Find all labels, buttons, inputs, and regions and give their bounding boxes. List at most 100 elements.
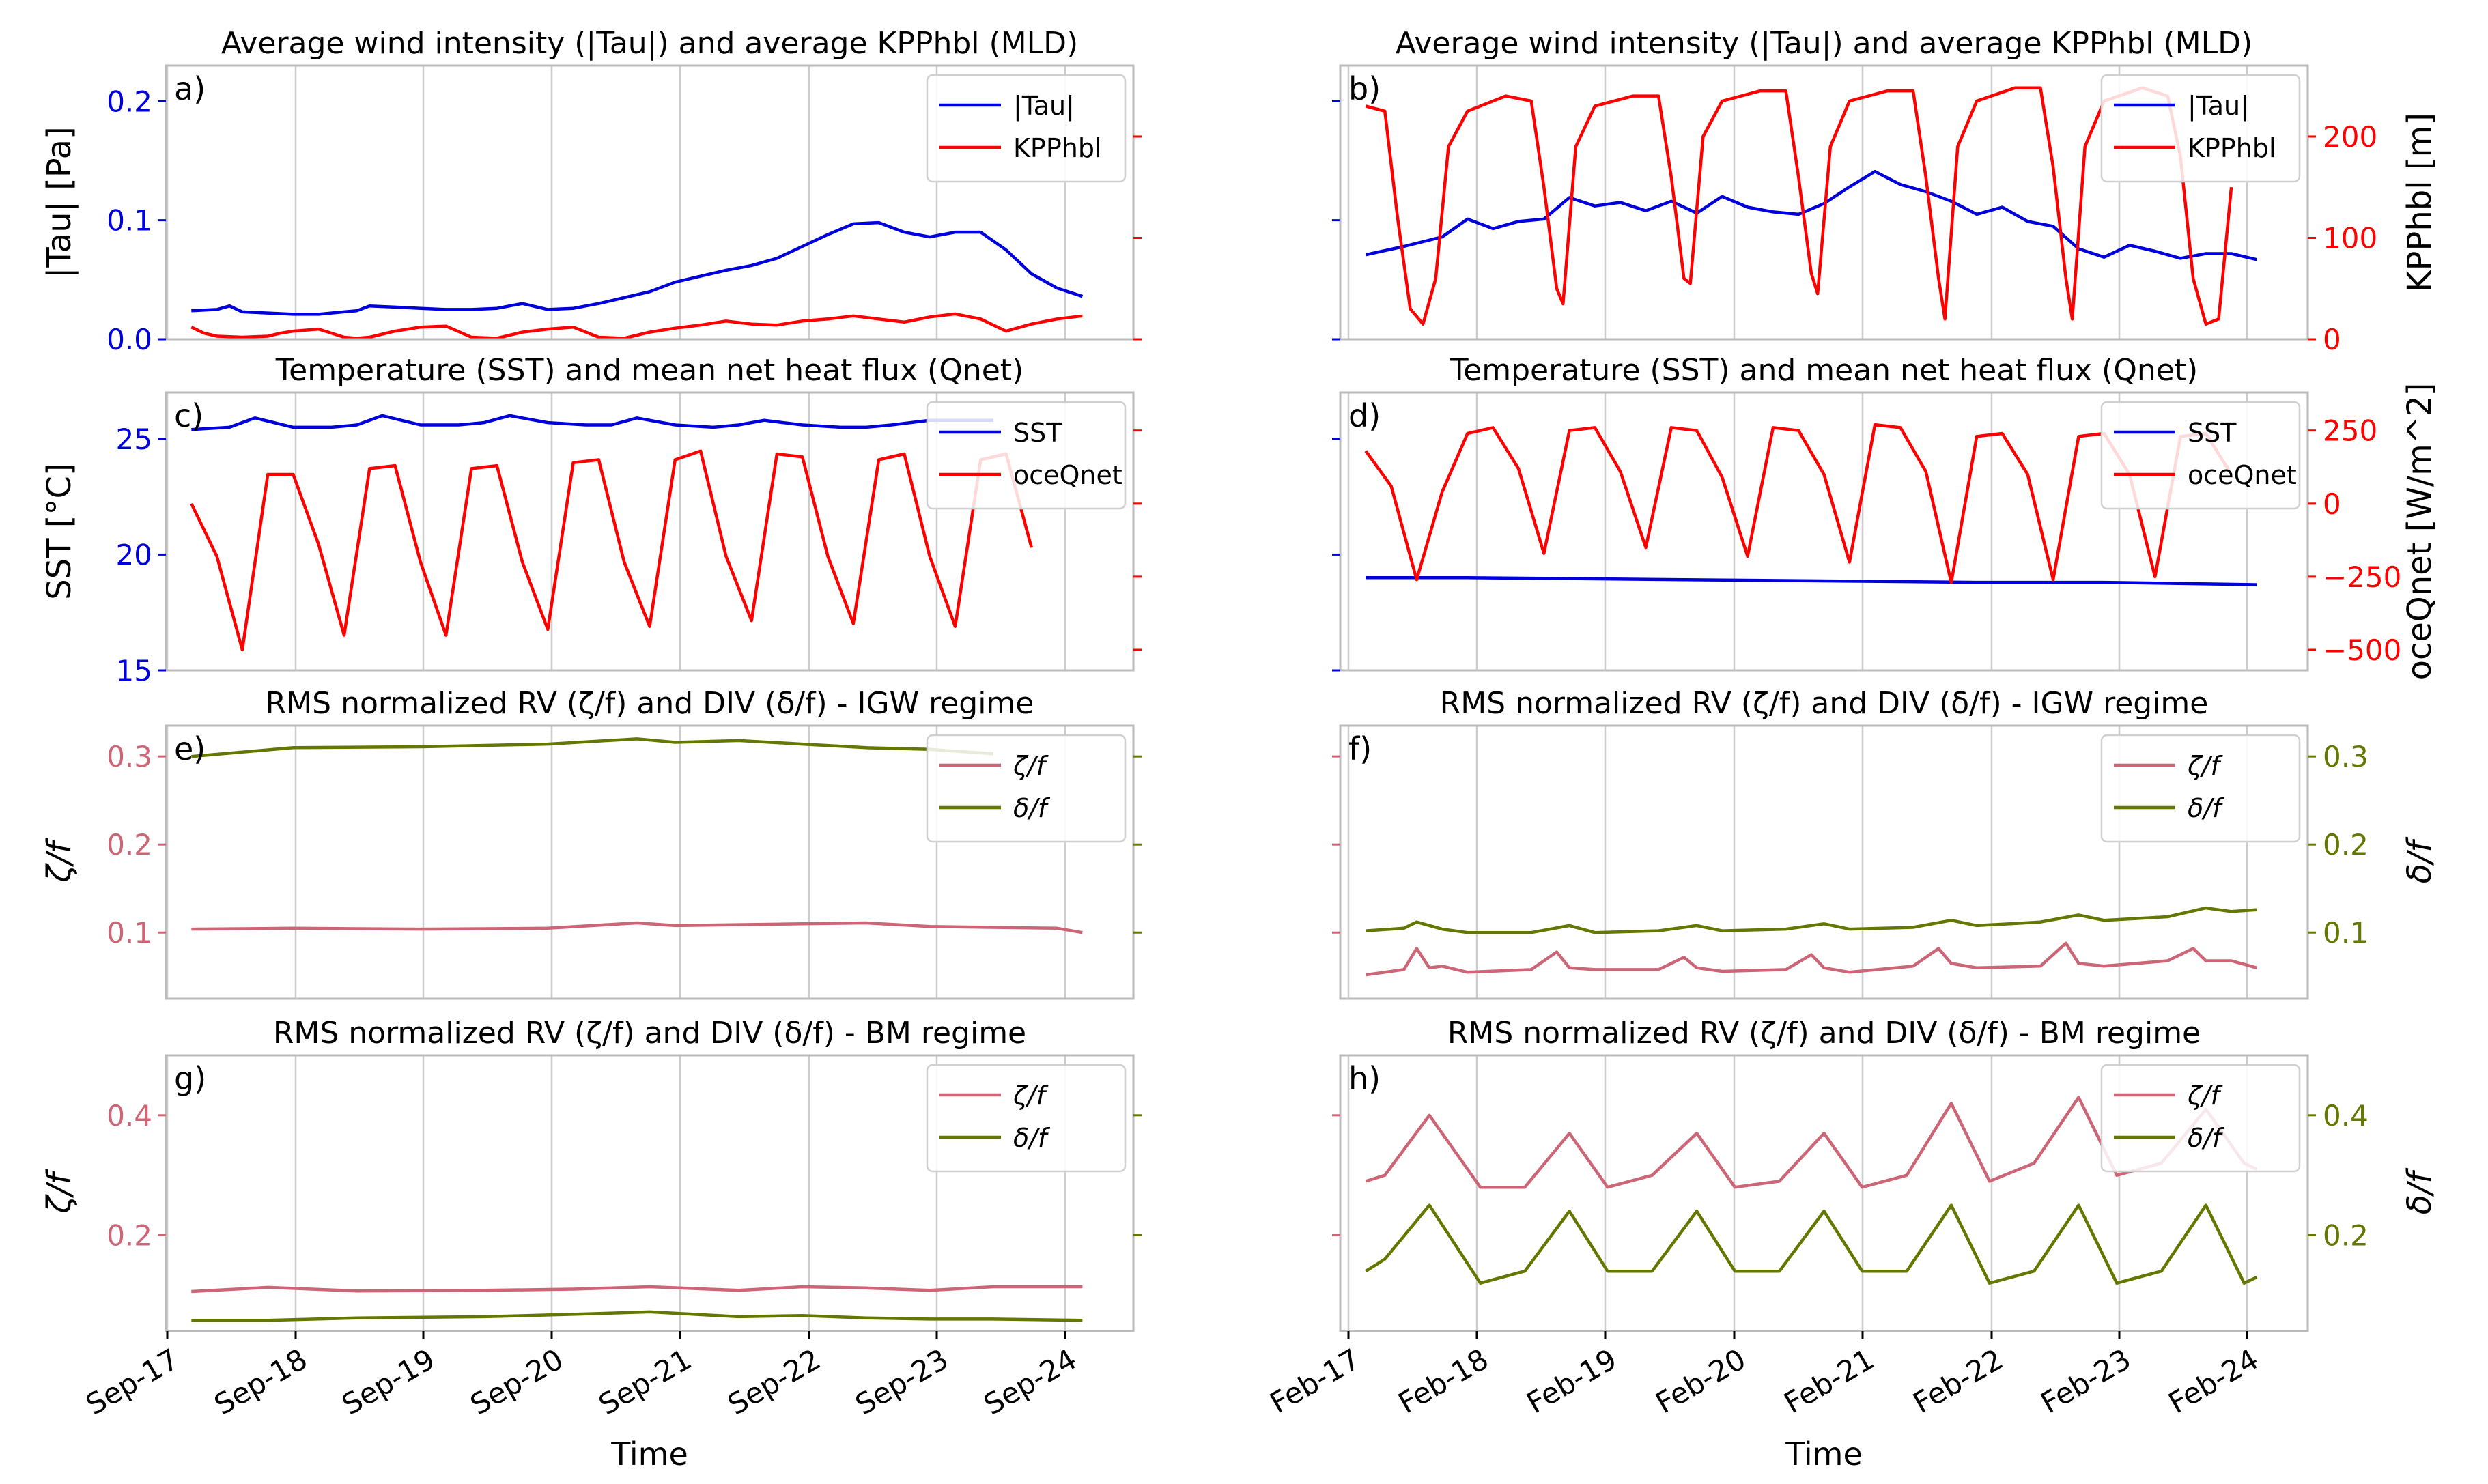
panel-h-legend (2100, 1064, 2301, 1173)
panel-b-series-kpp (1365, 86, 2233, 326)
panel-d-label: d) (1348, 397, 1381, 434)
panel-g-xtick-label: Sep-19 (337, 1342, 440, 1421)
panel-f-legend (2100, 734, 2301, 843)
panel-b-legend (2100, 74, 2301, 183)
panel-a-left-tick-label: 0.2 (107, 85, 152, 118)
panel-h-series-delta (1365, 1203, 2258, 1285)
panel-h-ylabel-right: δ/f (2401, 1168, 2439, 1215)
panel-a-series-kpp (190, 312, 1083, 340)
panel-g-series-zeta (191, 1285, 1083, 1294)
panel-g-title: RMS normalized RV (ζ/f) and DIV (δ/f) - … (273, 1016, 1026, 1051)
panel-f-series-delta (1366, 906, 2257, 934)
panel-c-ylabel-left: SST [°C] (40, 463, 79, 599)
panel-e-left-tick-label: 0.3 (107, 740, 152, 773)
panel-h-legend-label: δ/f (2188, 1123, 2225, 1153)
panel-g-series-delta (191, 1310, 1083, 1322)
panel-h-xlabel: Time (1785, 1436, 1863, 1472)
panel-h-xtick-label: Feb-21 (1779, 1342, 1880, 1420)
panel-e-series-zeta (191, 921, 1083, 934)
panel-a-title: Average wind intensity (|Tau|) and avera… (221, 26, 1078, 61)
panel-a-legend-label: |Tau| (1013, 91, 1075, 122)
panel-h-right-tick-label: 0.2 (2323, 1218, 2369, 1252)
panel-a-legend-label: KPPhbl (1013, 133, 1102, 163)
panel-e-left-tick-label: 0.1 (107, 916, 152, 950)
panel-e-legend-label: ζ/f (1013, 751, 1049, 781)
panel-e-ylabel-left: ζ/f (40, 838, 79, 883)
panel-f-frame (1339, 724, 2309, 1000)
panel-g-xtick-label: Sep-20 (465, 1342, 569, 1421)
panel-g-left-tick-label: 0.2 (107, 1218, 152, 1252)
panel-g-xtick-label: Sep-17 (81, 1342, 184, 1421)
panel-a-left-tick-label: 0.1 (107, 204, 152, 238)
panel-a-ylabel-left: |Tau| [Pa] (40, 126, 79, 278)
panel-g-xtick-label: Sep-23 (850, 1342, 954, 1421)
panel-a-label: a) (174, 70, 206, 107)
panel-c-left-tick-label: 20 (116, 538, 152, 571)
panel-e-legend-label: δ/f (1013, 793, 1051, 823)
panel-g-ylabel-left: ζ/f (40, 1169, 79, 1214)
panel-g-xtick-label: Sep-18 (209, 1342, 313, 1421)
panel-a-left-tick-label: 0.0 (107, 323, 152, 356)
panel-b-right-tick-label: 0 (2323, 323, 2341, 356)
panel-g-legend-label: ζ/f (1013, 1081, 1049, 1111)
panel-h-xtick-label: Feb-23 (2035, 1342, 2136, 1420)
panel-d-right-tick-label: −500 (2323, 633, 2401, 667)
panel-d-right-tick-label: −250 (2323, 560, 2401, 594)
panel-f-ylabel-right: δ/f (2401, 837, 2439, 884)
panel-c-legend (926, 401, 1127, 510)
panel-e-series-delta (191, 737, 994, 758)
panel-a-legend (926, 74, 1127, 183)
panel-c-frame (165, 391, 1135, 672)
panel-d-series-sst (1366, 576, 2257, 586)
panel-d-series-qnet (1364, 423, 2233, 584)
panel-b-ylabel-right: KPPhbl [m] (2401, 113, 2439, 292)
panel-c-label: c) (174, 397, 203, 434)
panel-b-frame (1339, 64, 2309, 341)
panel-d-title: Temperature (SST) and mean net heat flux… (1450, 353, 2198, 388)
panel-e-title: RMS normalized RV (ζ/f) and DIV (δ/f) - … (266, 686, 1034, 721)
panel-d-ylabel-right: oceQnet [W/m^2] (2401, 383, 2439, 681)
panel-b-title: Average wind intensity (|Tau|) and avera… (1396, 26, 2252, 61)
panel-c-legend-label: SST (1013, 418, 1062, 448)
panel-f-right-tick-label: 0.3 (2323, 740, 2369, 773)
panel-b-right-tick-label: 200 (2323, 120, 2377, 154)
panel-g-xtick-label: Sep-22 (722, 1342, 826, 1421)
panel-h-right-tick-label: 0.4 (2323, 1099, 2369, 1132)
panel-a-frame (165, 64, 1135, 341)
panel-f-right-tick-label: 0.2 (2323, 828, 2369, 861)
panel-e-legend (926, 734, 1127, 843)
panel-c-legend-label: oceQnet (1013, 460, 1122, 490)
panel-d-frame (1339, 391, 2309, 672)
panel-g-frame (165, 1054, 1135, 1332)
panel-d-right-tick-label: 0 (2323, 487, 2341, 521)
panel-f-label: f) (1348, 730, 1372, 767)
panel-e-frame (165, 724, 1135, 1000)
panel-d-legend (2100, 401, 2301, 510)
panel-d-right-tick-label: 250 (2323, 414, 2377, 448)
panel-h-label: h) (1348, 1060, 1381, 1097)
panel-g-left-tick-label: 0.4 (107, 1099, 152, 1132)
panel-b-series-tau (1365, 169, 2257, 261)
panel-g-legend (926, 1064, 1127, 1173)
panel-f-legend-label: ζ/f (2187, 751, 2223, 781)
panel-e-left-tick-label: 0.2 (107, 828, 152, 861)
panel-b-label: b) (1348, 70, 1381, 107)
panel-c-title: Temperature (SST) and mean net heat flux… (275, 353, 1023, 388)
panel-g-xtick-label: Sep-21 (593, 1342, 697, 1421)
panel-h-legend-label: ζ/f (2187, 1081, 2223, 1111)
panel-g-legend-label: δ/f (1013, 1123, 1051, 1153)
panel-g-xtick-label: Sep-24 (978, 1342, 1082, 1421)
panel-d-legend-label: SST (2188, 418, 2237, 448)
panel-b-right-tick-label: 100 (2323, 221, 2377, 255)
panel-h-xtick-label: Feb-18 (1393, 1342, 1494, 1420)
panel-h-xtick-label: Feb-17 (1264, 1342, 1366, 1420)
panel-f-legend-label: δ/f (2188, 793, 2225, 823)
panel-h-title: RMS normalized RV (ζ/f) and DIV (δ/f) - … (1447, 1016, 2201, 1051)
panel-f-title: RMS normalized RV (ζ/f) and DIV (δ/f) - … (1440, 686, 2209, 721)
panel-h-frame (1339, 1054, 2309, 1332)
panel-g-label: g) (174, 1060, 206, 1097)
panel-h-xtick-label: Feb-22 (1908, 1342, 2009, 1420)
panel-f-right-tick-label: 0.1 (2323, 916, 2369, 950)
panel-h-xtick-label: Feb-24 (2163, 1342, 2264, 1420)
